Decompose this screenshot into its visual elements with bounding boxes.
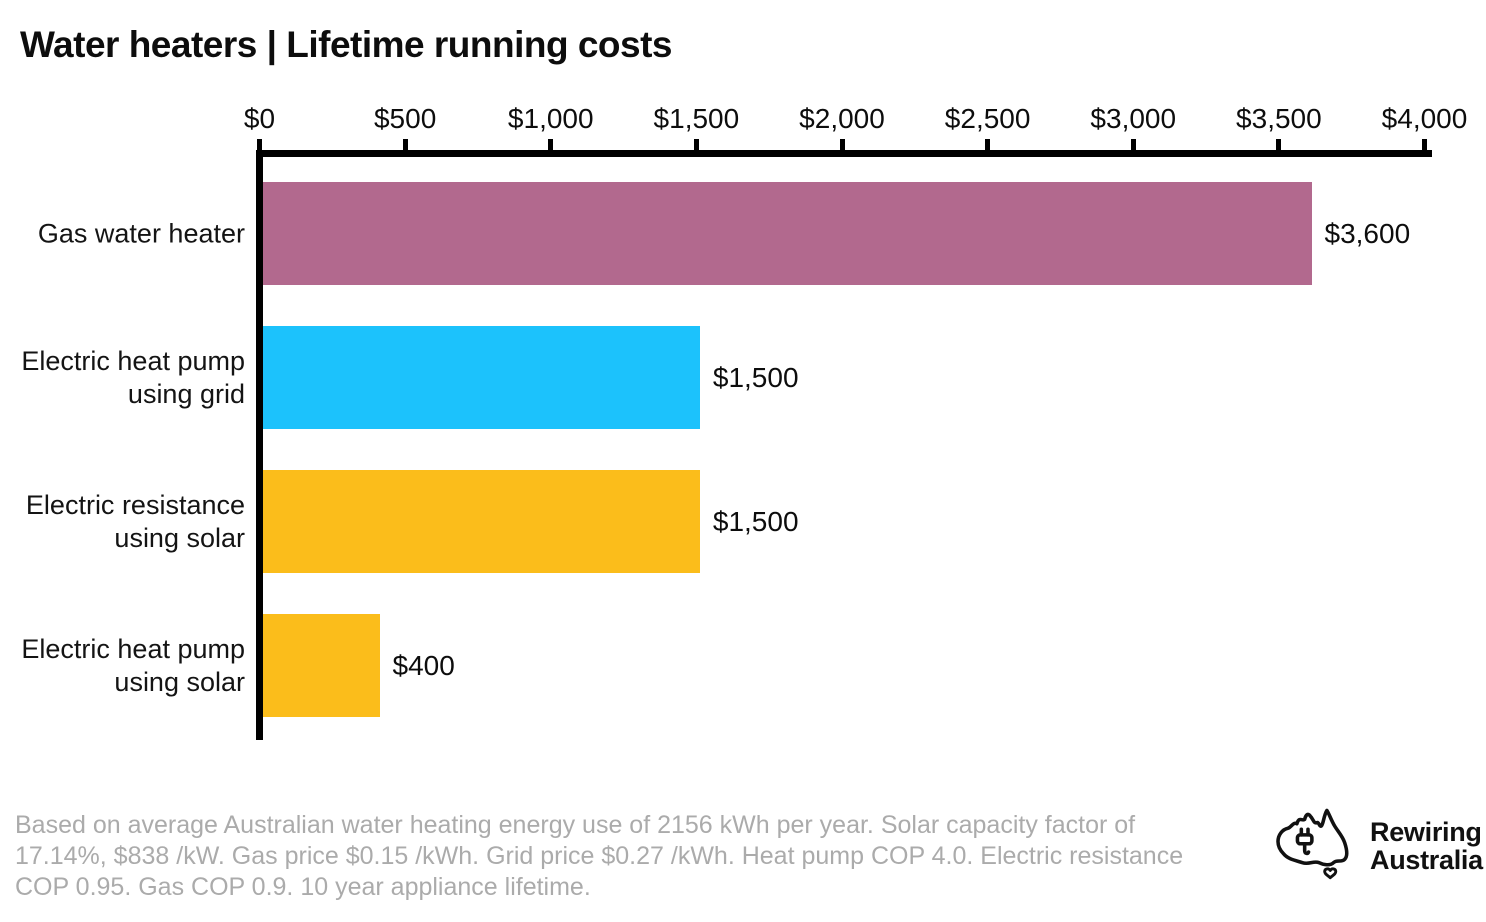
x-axis-tick: [1276, 139, 1282, 152]
chart-title: Water heaters | Lifetime running costs: [20, 24, 673, 65]
x-axis-tick: [985, 139, 991, 152]
x-axis-tick-label: $2,000: [799, 103, 885, 134]
x-axis-tick: [548, 139, 554, 152]
x-axis-tick-label: $4,000: [1381, 103, 1468, 134]
x-axis-tick-label: $1,000: [507, 103, 594, 134]
x-axis-tick-label: $0: [243, 103, 276, 134]
category-label: Electric heat pump using solar: [21, 633, 245, 697]
x-axis-tick: [257, 139, 262, 152]
x-axis-tick-label: $500: [373, 103, 437, 134]
australia-plug-icon: [1276, 808, 1349, 880]
x-axis-tick: [839, 139, 845, 152]
y-axis-line: [256, 150, 263, 740]
bar: [263, 614, 380, 717]
category-label: Electric resistance using solar: [25, 489, 245, 553]
x-axis-tick-label: $2,500: [944, 103, 1031, 134]
rewiring-australia-logo: Rewiring Australia: [1268, 794, 1483, 898]
category-label: Gas water heater: [37, 218, 245, 248]
x-axis-tick: [693, 139, 699, 152]
bar: [263, 470, 700, 573]
x-axis-tick-label: $3,000: [1090, 103, 1177, 134]
bar: [263, 182, 1312, 285]
x-axis-line: [256, 150, 1432, 157]
bar: [263, 326, 700, 429]
x-axis-tick: [1130, 139, 1136, 152]
value-label: $3,600: [1324, 217, 1411, 249]
footnote: Based on average Australian water heatin…: [15, 811, 1184, 901]
x-axis-tick-label: $1,500: [653, 103, 740, 134]
value-label: $1,500: [712, 361, 799, 393]
category-label: Electric heat pump using grid: [21, 345, 245, 409]
x-axis-tick: [1422, 139, 1427, 152]
x-axis-tick: [402, 139, 408, 152]
logo-text-line1: Rewiring: [1370, 817, 1482, 847]
value-label: $400: [392, 649, 455, 681]
logo-text: Rewiring Australia: [1370, 818, 1483, 874]
logo-text-line2: Australia: [1370, 845, 1483, 875]
x-axis-tick-label: $3,500: [1236, 103, 1322, 134]
value-label: $1,500: [712, 505, 799, 537]
